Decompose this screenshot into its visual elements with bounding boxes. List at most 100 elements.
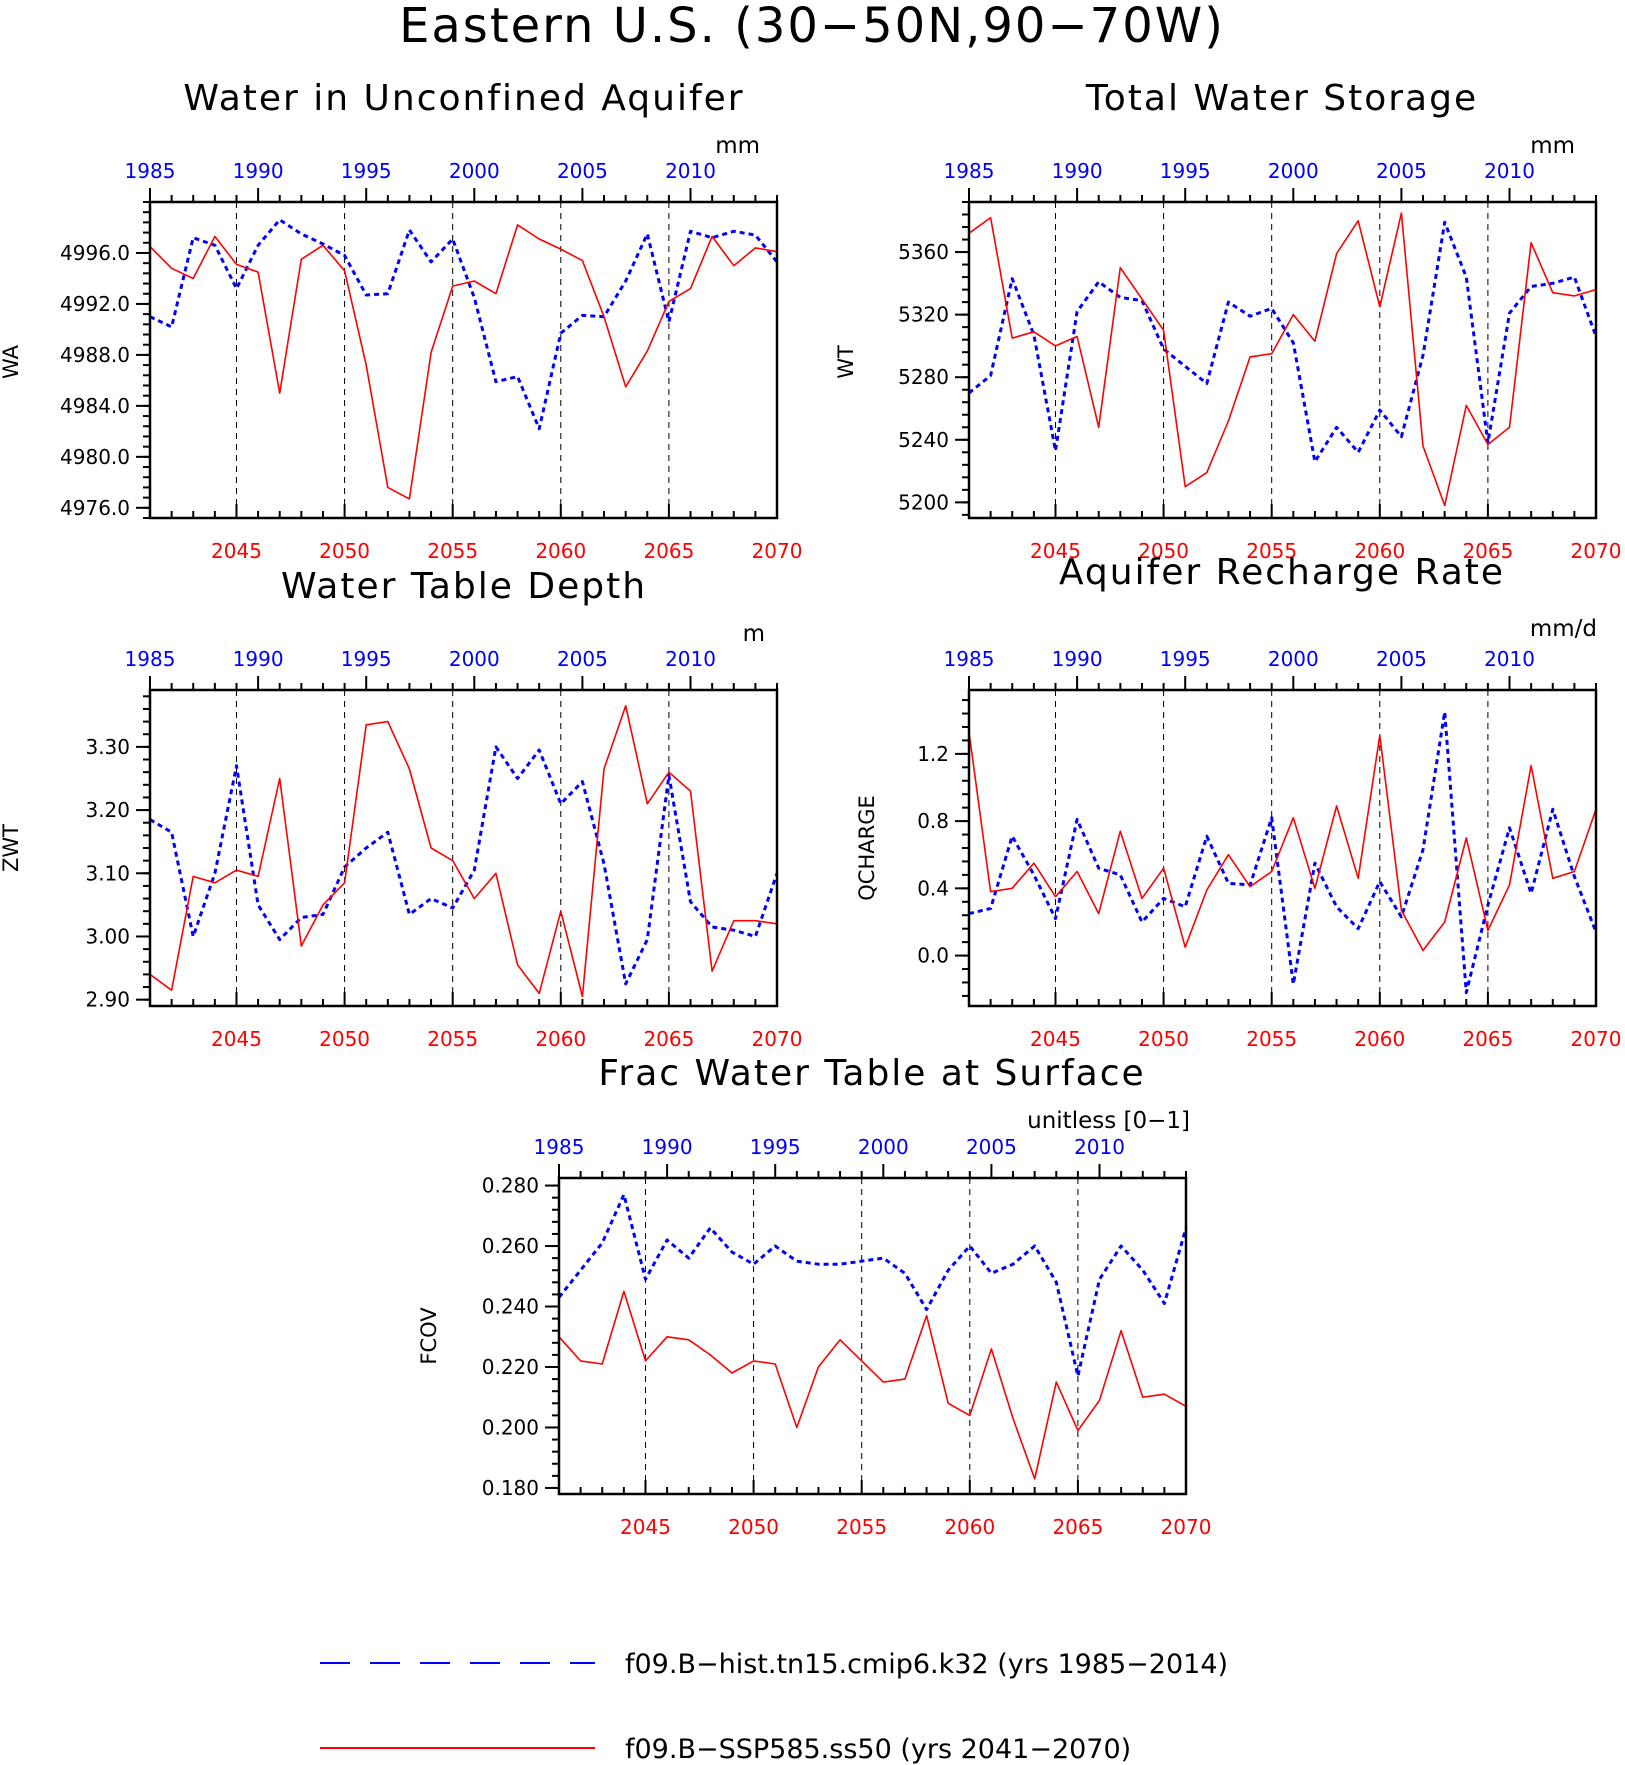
x-tick-label-top: 1985 [944,159,995,183]
plot-frame [148,200,779,520]
x-tick-label-top: 2005 [966,1135,1017,1159]
x-tick-label-bottom: 2065 [1462,539,1513,563]
x-tick-label-top: 1985 [125,159,176,183]
panel-title: Water Table Depth [281,566,647,607]
series-line-ssp [149,704,778,998]
x-tick-label-top: 2005 [557,159,608,183]
x-tick-label-bottom: 2045 [211,539,262,563]
series-line-ssp [149,224,778,500]
x-tick-label-top: 2010 [1484,159,1535,183]
y-tick-label: 4976.0 [60,496,130,520]
x-tick-label-bottom: 2065 [1462,1027,1513,1051]
x-tick-label-top: 1995 [341,647,392,671]
y-tick-label: 4996.0 [60,241,130,265]
series-line-ssp [968,212,1597,507]
x-tick-label-bottom: 2070 [752,1027,803,1051]
y-tick-label: 5200 [898,490,949,514]
y-axis-label: WA [0,344,23,379]
panel-total-water-storage: Total Water Storage mm WT 2045 2050 2055 2060 2… [834,78,1621,563]
x-tick-label-bottom: 2055 [1246,539,1297,563]
y-tick-label: 4992.0 [60,292,130,316]
x-tick-label-top: 2005 [1376,159,1427,183]
figure-title: Eastern U.S. (30−50N,90−70W) [399,0,1225,54]
y-tick-label: 0.280 [482,1174,539,1198]
x-tick-label-bottom: 2050 [319,539,370,563]
panel-title: Frac Water Table at Surface [598,1053,1145,1094]
units-label: mm [715,133,760,159]
x-tick-label-top: 1985 [125,647,176,671]
series-line-ssp [968,731,1597,952]
x-tick-label-top: 2000 [449,647,500,671]
y-axis-label: QCHARGE [855,795,879,900]
x-tick-label-top: 1995 [341,159,392,183]
x-tick-label-bottom: 2070 [1571,1027,1622,1051]
panel-title: Total Water Storage [1085,78,1478,119]
x-tick-label-top: 1990 [1052,647,1103,671]
units-label: m [743,621,765,647]
y-tick-label: 0.220 [482,1355,539,1379]
x-tick-label-bottom: 2050 [1138,1027,1189,1051]
x-tick-label-bottom: 2055 [427,539,478,563]
x-tick-label-top: 1985 [944,647,995,671]
y-axis-label: WT [834,345,858,379]
x-tick-label-top: 2005 [557,647,608,671]
units-label: unitless [0−1] [1027,1108,1190,1134]
x-tick-label-top: 2010 [665,647,716,671]
series-line-ssp [558,1290,1187,1480]
y-tick-label: 3.00 [85,924,130,948]
panel-title: Water in Unconfined Aquifer [183,78,744,119]
x-tick-label-bottom: 2060 [1354,539,1405,563]
y-tick-label: 5320 [898,303,949,327]
y-tick-label: 0.0 [917,944,949,968]
panel-water-unconfined-aquifer: Water in Unconfined Aquifer mm WA 2045 2050 2… [0,78,802,563]
x-tick-label-top: 1990 [233,647,284,671]
x-tick-label-top: 1995 [1160,159,1211,183]
y-tick-label: 0.4 [917,876,949,900]
x-tick-label-bottom: 2045 [211,1027,262,1051]
series-line-hist [149,218,779,431]
x-tick-label-top: 2000 [858,1135,909,1159]
x-tick-label-top: 2010 [1074,1135,1125,1159]
x-tick-label-bottom: 2045 [1030,539,1081,563]
x-tick-label-bottom: 2070 [752,539,803,563]
y-tick-label: 5360 [898,240,949,264]
y-tick-label: 2.90 [85,988,130,1012]
x-tick-label-bottom: 2070 [1161,1515,1212,1539]
x-tick-label-top: 1985 [534,1135,585,1159]
x-tick-label-bottom: 2060 [535,539,586,563]
y-tick-label: 4980.0 [60,445,130,469]
y-tick-label: 4984.0 [60,394,130,418]
x-tick-label-top: 1995 [750,1135,801,1159]
x-tick-label-top: 1990 [233,159,284,183]
units-label: mm [1530,133,1575,159]
x-tick-label-top: 2010 [1484,647,1535,671]
y-tick-label: 0.200 [482,1415,539,1439]
x-tick-label-top: 2010 [665,159,716,183]
panel-aquifer-recharge-rate: Aquifer Recharge Rate mm/d QCHARGE 2045 2050… [855,552,1621,1051]
x-tick-label-bottom: 2055 [836,1515,887,1539]
panel-water-table-depth: Water Table Depth m ZWT 2045 2050 2055 2060 206… [0,566,802,1051]
plot-frame [557,1176,1188,1496]
x-tick-label-bottom: 2045 [620,1515,671,1539]
y-tick-label: 3.30 [85,735,130,759]
plot-frame [148,688,779,1008]
y-axis-label: FCOV [417,1307,441,1365]
legend-hist-label: f09.B−hist.tn15.cmip6.k32 (yrs 1985−2014… [625,1649,1228,1680]
legend: f09.B−hist.tn15.cmip6.k32 (yrs 1985−2014… [320,1649,1228,1765]
series-line-hist [968,220,1598,464]
series-line-hist [968,710,1598,995]
x-tick-label-bottom: 2050 [319,1027,370,1051]
y-tick-label: 0.260 [482,1234,539,1258]
x-tick-label-bottom: 2055 [427,1027,478,1051]
y-tick-label: 5240 [898,428,949,452]
x-tick-label-bottom: 2050 [1138,539,1189,563]
panel-frac-water-table-surface: Frac Water Table at Surface unitless [0−1… [417,1053,1211,1539]
units-label: mm/d [1530,616,1597,642]
x-tick-label-bottom: 2065 [1052,1515,1103,1539]
y-tick-label: 5280 [898,365,949,389]
x-tick-label-bottom: 2060 [944,1515,995,1539]
series-line-hist [149,745,779,986]
legend-ssp-label: f09.B−SSP585.ss50 (yrs 2041−2070) [625,1734,1131,1765]
panel-title: Aquifer Recharge Rate [1059,552,1505,593]
